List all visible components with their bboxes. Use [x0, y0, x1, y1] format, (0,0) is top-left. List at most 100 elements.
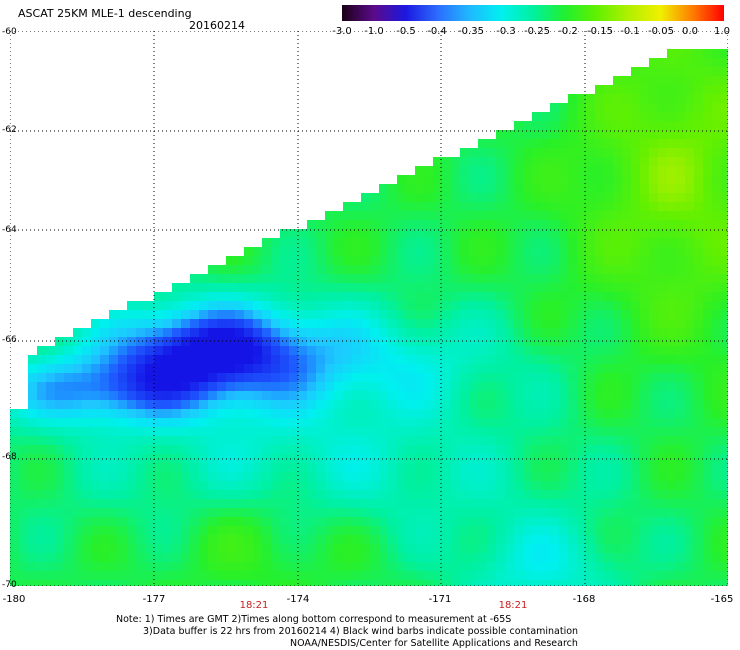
wind-cell: [19, 490, 29, 500]
wind-cell: [127, 301, 137, 311]
wind-cell: [109, 544, 119, 554]
wind-cell: [64, 499, 74, 509]
wind-cell: [136, 499, 146, 509]
wind-cell: [280, 319, 290, 329]
wind-cell: [694, 265, 704, 275]
wind-cell: [703, 490, 713, 500]
wind-cell: [244, 499, 254, 509]
wind-cell: [721, 202, 728, 212]
wind-cell: [631, 391, 641, 401]
wind-cell: [172, 490, 182, 500]
wind-cell: [631, 112, 641, 122]
wind-cell: [190, 328, 200, 338]
wind-cell: [595, 580, 605, 586]
wind-cell: [523, 175, 533, 185]
wind-cell: [703, 256, 713, 266]
wind-cell: [19, 418, 29, 428]
wind-cell: [595, 238, 605, 248]
wind-cell: [676, 85, 686, 95]
wind-cell: [721, 544, 728, 554]
wind-cell: [703, 535, 713, 545]
wind-cell: [289, 400, 299, 410]
colorbar-label: -0.05: [648, 26, 674, 37]
wind-cell: [541, 202, 551, 212]
wind-cell: [298, 472, 308, 482]
wind-cell: [379, 184, 389, 194]
wind-cell: [433, 229, 443, 239]
wind-cell: [433, 418, 443, 428]
wind-cell: [667, 490, 677, 500]
wind-cell: [289, 364, 299, 374]
wind-cell: [208, 580, 218, 586]
wind-cell: [721, 571, 728, 581]
wind-cell: [109, 364, 119, 374]
wind-cell: [406, 184, 416, 194]
wind-cell: [10, 418, 20, 428]
wind-cell: [559, 283, 569, 293]
wind-cell: [109, 490, 119, 500]
wind-cell: [28, 364, 38, 374]
wind-cell: [712, 382, 722, 392]
wind-cell: [424, 391, 434, 401]
wind-cell: [55, 571, 65, 581]
wind-cell: [631, 409, 641, 419]
wind-cell: [388, 445, 398, 455]
wind-cell: [460, 409, 470, 419]
wind-cell: [442, 346, 452, 356]
wind-cell: [631, 184, 641, 194]
wind-cell: [703, 310, 713, 320]
wind-cell: [559, 526, 569, 536]
wind-cell: [307, 229, 317, 239]
wind-cell: [586, 562, 596, 572]
wind-cell: [424, 328, 434, 338]
wind-cell: [91, 364, 101, 374]
wind-cell: [307, 328, 317, 338]
wind-cell: [406, 463, 416, 473]
wind-cell: [343, 265, 353, 275]
wind-cell: [550, 517, 560, 527]
wind-cell: [478, 148, 488, 158]
wind-cell: [253, 517, 263, 527]
wind-cell: [136, 337, 146, 347]
wind-cell: [244, 364, 254, 374]
wind-cell: [505, 499, 515, 509]
wind-cell: [586, 184, 596, 194]
wind-cell: [469, 400, 479, 410]
wind-cell: [496, 499, 506, 509]
wind-cell: [361, 472, 371, 482]
wind-cell: [712, 364, 722, 374]
wind-cell: [487, 301, 497, 311]
wind-cell: [478, 337, 488, 347]
wind-cell: [199, 427, 209, 437]
wind-cell: [352, 499, 362, 509]
wind-cell: [667, 256, 677, 266]
wind-cell: [28, 562, 38, 572]
wind-cell: [307, 319, 317, 329]
wind-cell: [280, 391, 290, 401]
wind-cell: [28, 544, 38, 554]
wind-cell: [514, 220, 524, 230]
wind-field-map[interactable]: [10, 31, 728, 586]
wind-cell: [208, 436, 218, 446]
wind-cell: [361, 220, 371, 230]
wind-cell: [28, 490, 38, 500]
wind-cell: [514, 310, 524, 320]
wind-cell: [316, 472, 326, 482]
wind-cell: [352, 355, 362, 365]
wind-cell: [127, 328, 137, 338]
wind-cell: [496, 301, 506, 311]
wind-cell: [514, 562, 524, 572]
wind-cell: [496, 283, 506, 293]
wind-cell: [532, 409, 542, 419]
wind-cell: [91, 400, 101, 410]
wind-cell: [604, 409, 614, 419]
wind-cell: [64, 454, 74, 464]
wind-cell: [523, 472, 533, 482]
wind-cell: [577, 436, 587, 446]
wind-cell: [451, 517, 461, 527]
wind-cell: [550, 256, 560, 266]
wind-cell: [622, 229, 632, 239]
wind-cell: [118, 571, 128, 581]
wind-cell: [694, 346, 704, 356]
wind-cell: [406, 292, 416, 302]
